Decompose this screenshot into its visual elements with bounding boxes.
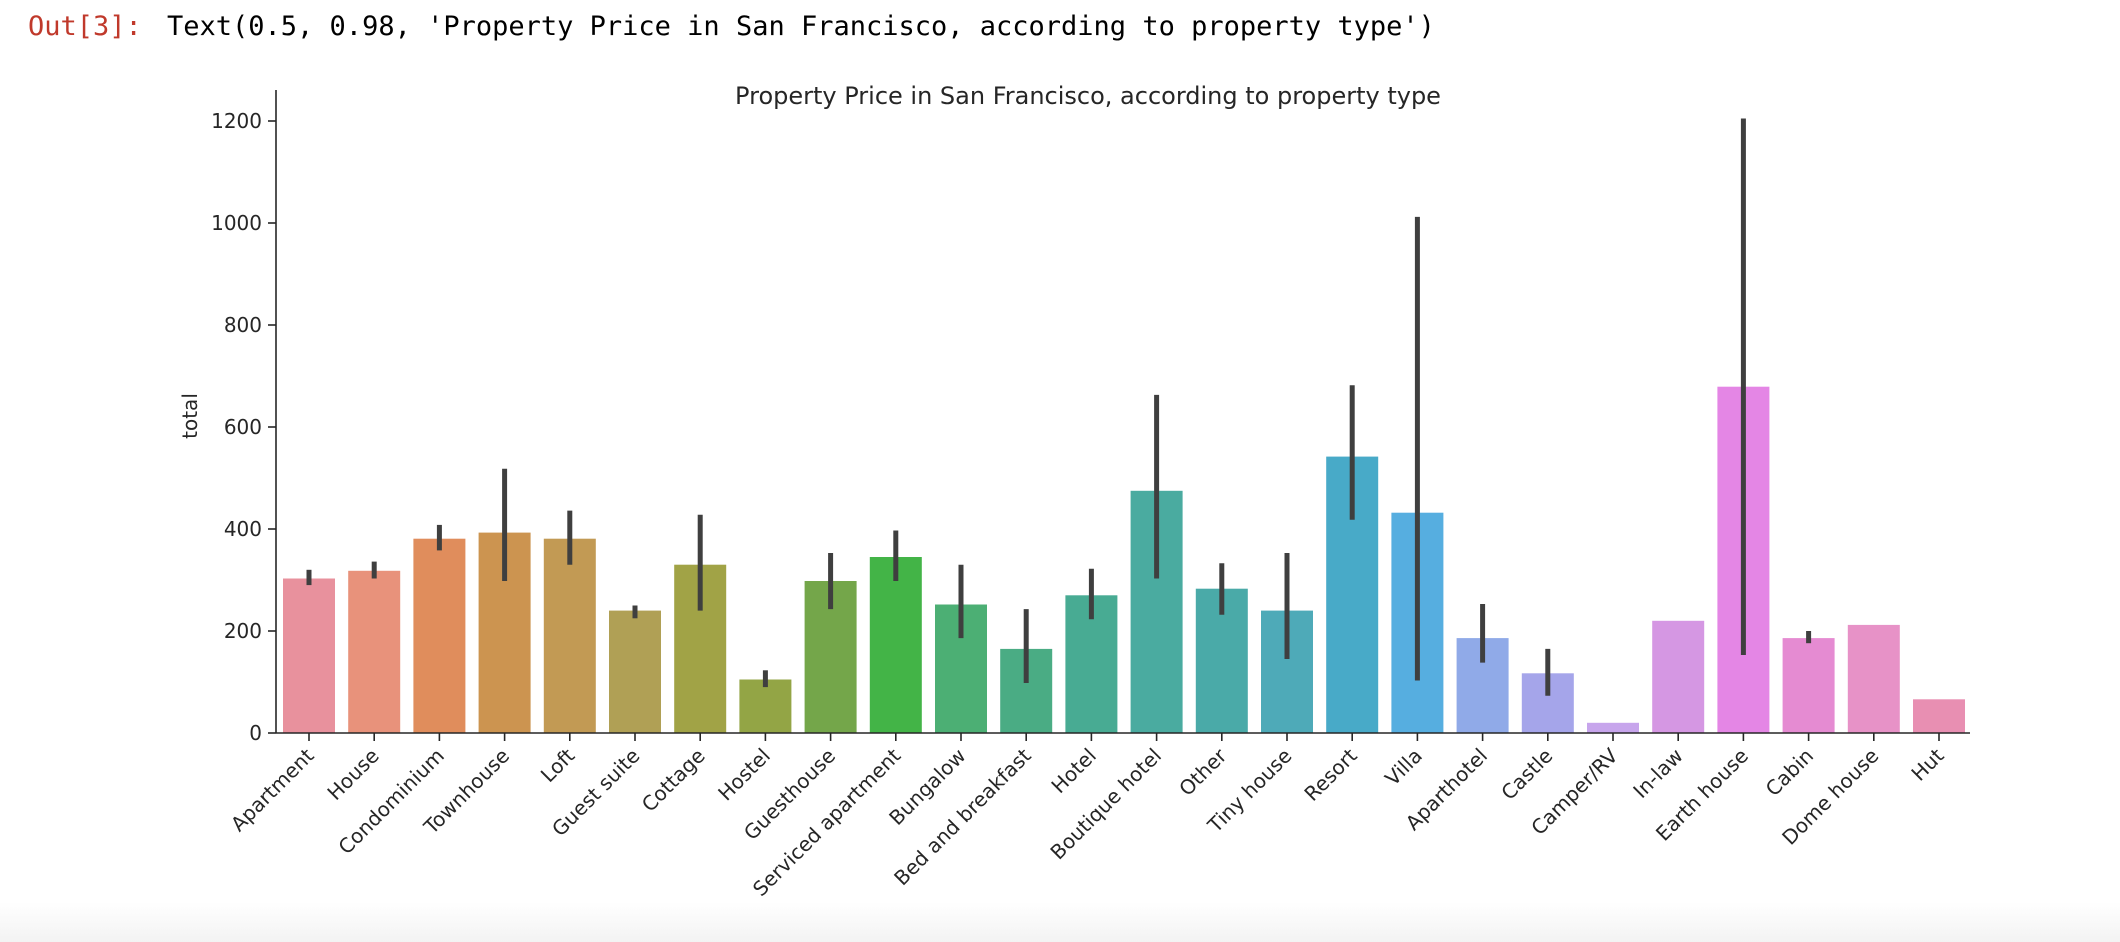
x-tick-label: Boutique hotel [1045, 744, 1166, 865]
bar [739, 679, 792, 734]
x-tick-label: Hostel [713, 744, 775, 806]
bar [1913, 699, 1965, 733]
x-tick-label: Castle [1496, 744, 1557, 805]
bottom-fade [0, 902, 2120, 942]
y-tick-label: 200 [224, 619, 262, 643]
x-tick-label: Resort [1299, 743, 1361, 805]
x-tick-label: House [322, 744, 383, 805]
chart-title: Property Price in San Francisco, accordi… [735, 82, 1441, 110]
x-tick-label: Villa [1380, 744, 1427, 791]
y-tick-label: 1000 [211, 211, 262, 235]
bar [1847, 624, 1900, 733]
bar [413, 538, 466, 733]
x-tick-label: Apartment [226, 743, 319, 836]
y-tick-label: 800 [224, 313, 262, 337]
y-tick-label: 0 [249, 721, 262, 745]
x-tick-label: Cottage [637, 744, 710, 817]
y-tick-label: 400 [224, 517, 262, 541]
x-tick-label: Hut [1906, 743, 1948, 785]
y-tick-label: 1200 [211, 109, 262, 133]
bar [348, 570, 401, 733]
bar [609, 610, 661, 733]
x-tick-label: Hotel [1046, 744, 1100, 798]
output-text: Text(0.5, 0.98, 'Property Price in San F… [167, 11, 1435, 42]
x-tick-label: Cabin [1761, 744, 1818, 801]
y-tick-label: 600 [224, 415, 262, 439]
x-tick-label: Loft [536, 743, 580, 787]
x-tick-label: In-law [1628, 744, 1687, 803]
output-prompt: Out[3]: [28, 11, 142, 42]
bar [1587, 722, 1639, 733]
bar [1652, 620, 1705, 733]
bar [1782, 638, 1835, 733]
bar [543, 538, 596, 733]
bar [283, 578, 335, 733]
x-tick-label: Other [1174, 743, 1232, 801]
bar [869, 557, 922, 733]
output-row: Out[3]: Text(0.5, 0.98, 'Property Price … [0, 0, 2120, 60]
y-axis-label: total [178, 393, 202, 439]
